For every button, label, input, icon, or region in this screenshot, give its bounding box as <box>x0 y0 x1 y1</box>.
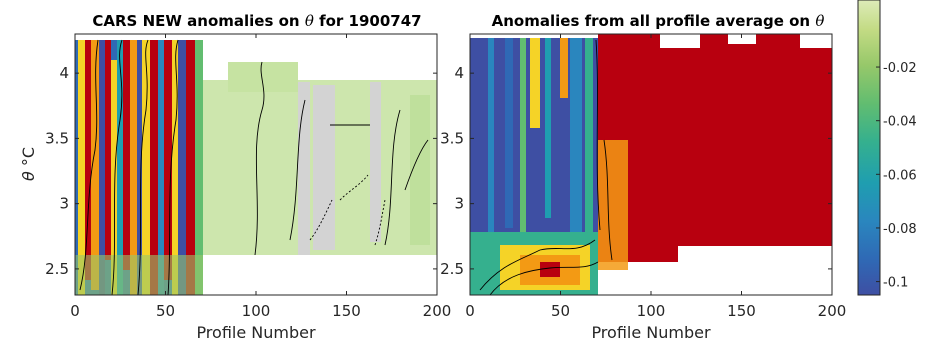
y-tick-label: 2.5 <box>440 260 464 278</box>
right-y-ticks: 2.5 3 3.5 4 <box>440 64 832 278</box>
ylabel-unit: °C <box>19 147 38 166</box>
ylabel-symbol: θ <box>19 171 38 181</box>
colorbar-tick-label: -0.06 <box>883 168 917 183</box>
left-missing-column-b <box>313 85 335 250</box>
colorbar-tick-label: -0.02 <box>883 61 917 76</box>
y-tick-label: 3.5 <box>440 129 464 147</box>
colorbar-gradient <box>858 0 880 295</box>
right-field-region-2 <box>598 34 832 246</box>
left-x-ticks: 0 50 100 150 200 <box>70 34 451 320</box>
colorbar-tick-label: -0.08 <box>883 222 917 237</box>
left-field-patch <box>410 95 430 245</box>
colorbar-frame <box>857 0 881 296</box>
left-title-suffix: for 1900747 <box>314 12 422 30</box>
x-tick-label: 150 <box>727 302 756 320</box>
y-tick-label: 3 <box>59 195 69 213</box>
y-tick-label: 4 <box>59 64 69 82</box>
left-contours <box>79 39 429 295</box>
x-tick-label: 200 <box>818 302 847 320</box>
y-tick-label: 4 <box>454 64 464 82</box>
left-y-ticks: 2.5 3 3.5 4 <box>45 64 437 278</box>
left-y-axis-label: θ °C <box>19 147 38 181</box>
y-tick-label: 3.5 <box>45 129 69 147</box>
right-contours <box>479 39 613 295</box>
x-tick-label: 50 <box>156 302 175 320</box>
left-chart-title: CARS NEW anomalies on θ for 1900747 <box>92 12 421 30</box>
right-title-symbol: θ <box>815 12 824 30</box>
left-title-prefix: CARS NEW anomalies on <box>92 12 304 30</box>
left-heatmap <box>75 39 437 295</box>
colorbar-tick-label: -0.04 <box>883 115 917 130</box>
x-tick-label: 200 <box>423 302 452 320</box>
left-x-axis-label: Profile Number <box>196 323 316 342</box>
right-x-axis-label: Profile Number <box>591 323 711 342</box>
colorbar-tick-label: -0.1 <box>883 276 908 291</box>
left-missing-column-a <box>298 82 310 255</box>
right-chart-title: Anomalies from all profile average on θ <box>492 12 825 30</box>
left-plot: 0 50 100 150 200 2.5 3 3.5 4 Profile Number θ °… <box>19 12 451 342</box>
right-heatmap <box>470 34 832 295</box>
right-x-ticks: 0 50 100 150 200 <box>465 34 846 320</box>
x-tick-label: 100 <box>242 302 271 320</box>
colorbar-ticks: -0.02 -0.04 -0.06 -0.08 -0.1 <box>876 61 917 291</box>
right-plot: 0 50 100 150 200 2.5 3 3.5 4 Profile Number Ano… <box>440 12 846 342</box>
x-tick-label: 100 <box>637 302 666 320</box>
y-tick-label: 2.5 <box>45 260 69 278</box>
left-missing-column-c <box>370 82 381 242</box>
y-tick-label: 3 <box>454 195 464 213</box>
left-title-symbol: θ <box>305 12 314 30</box>
x-tick-label: 0 <box>465 302 475 320</box>
right-title-prefix: Anomalies from all profile average on <box>492 12 816 30</box>
x-tick-label: 50 <box>551 302 570 320</box>
x-tick-label: 150 <box>332 302 361 320</box>
colorbar: -0.02 -0.04 -0.06 -0.08 -0.1 <box>857 0 917 296</box>
left-field-region-1 <box>75 40 203 295</box>
x-tick-label: 0 <box>70 302 80 320</box>
